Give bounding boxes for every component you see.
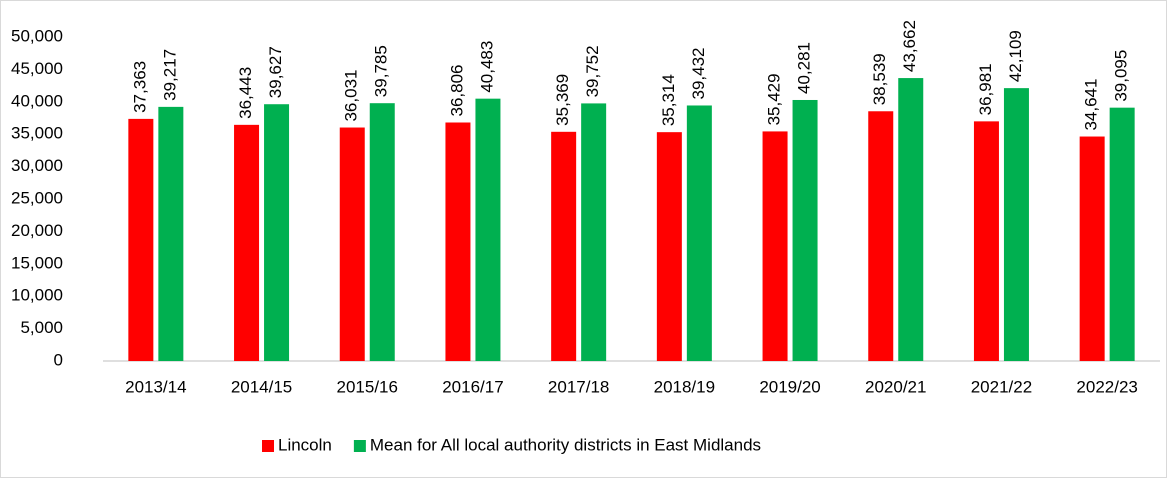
data-label: 34,641 — [1082, 79, 1101, 131]
bar — [264, 104, 290, 361]
bar — [792, 99, 818, 361]
bar — [656, 132, 682, 361]
y-tick-label: 40,000 — [11, 91, 63, 110]
data-label: 36,806 — [447, 64, 466, 116]
data-label: 43,662 — [900, 20, 919, 72]
bar — [445, 122, 471, 361]
bar — [868, 111, 894, 362]
x-tick-label: 2021/22 — [971, 377, 1032, 396]
x-tick-label: 2016/17 — [442, 377, 503, 396]
bar — [551, 131, 577, 361]
x-tick-label: 2017/18 — [548, 377, 609, 396]
data-label: 39,627 — [266, 46, 285, 98]
y-tick-label: 5,000 — [20, 318, 63, 337]
legend-label: Lincoln — [278, 435, 332, 454]
data-label: 35,429 — [765, 73, 784, 125]
data-label: 39,785 — [372, 45, 391, 97]
data-label: 39,752 — [583, 45, 602, 97]
legend-swatch — [353, 440, 366, 452]
bar — [686, 105, 712, 361]
y-tick-label: 15,000 — [11, 253, 63, 272]
y-tick-label: 50,000 — [11, 26, 63, 45]
data-label: 36,031 — [342, 70, 361, 122]
data-label: 35,369 — [553, 74, 572, 126]
y-tick-label: 0 — [54, 350, 63, 369]
bar — [369, 103, 395, 361]
y-tick-label: 20,000 — [11, 221, 63, 240]
bar — [339, 127, 365, 361]
data-label: 35,314 — [659, 74, 678, 126]
bar — [973, 121, 999, 361]
bar — [1079, 136, 1105, 361]
bar — [762, 131, 788, 361]
data-label: 39,095 — [1112, 50, 1131, 102]
legend-label: Mean for All local authority districts i… — [370, 435, 761, 454]
bar — [158, 106, 184, 361]
x-tick-label: 2022/23 — [1076, 377, 1137, 396]
bar — [475, 98, 501, 361]
bar — [128, 118, 154, 361]
bar — [581, 103, 607, 361]
bar — [898, 78, 924, 361]
y-tick-label: 45,000 — [11, 59, 63, 78]
y-tick-label: 10,000 — [11, 286, 63, 305]
x-tick-label: 2019/20 — [759, 377, 820, 396]
bar — [234, 124, 260, 361]
bar — [1003, 88, 1029, 362]
y-tick-label: 30,000 — [11, 156, 63, 175]
x-tick-label: 2015/16 — [337, 377, 398, 396]
data-label: 38,539 — [870, 53, 889, 105]
bar — [1109, 107, 1135, 361]
legend-swatch — [262, 440, 274, 452]
y-tick-label: 35,000 — [11, 124, 63, 143]
x-tick-label: 2014/15 — [231, 377, 292, 396]
data-label: 37,363 — [130, 61, 149, 113]
data-label: 40,281 — [795, 42, 814, 94]
data-label: 39,432 — [689, 47, 708, 99]
data-label: 40,483 — [477, 41, 496, 93]
y-tick-label: 25,000 — [11, 188, 63, 207]
x-tick-label: 2013/14 — [125, 377, 186, 396]
data-label: 39,217 — [160, 49, 179, 101]
data-label: 42,109 — [1006, 30, 1025, 82]
x-tick-label: 2018/19 — [654, 377, 715, 396]
data-label: 36,981 — [976, 63, 995, 115]
data-label: 36,443 — [236, 67, 255, 119]
x-tick-label: 2020/21 — [865, 377, 926, 396]
